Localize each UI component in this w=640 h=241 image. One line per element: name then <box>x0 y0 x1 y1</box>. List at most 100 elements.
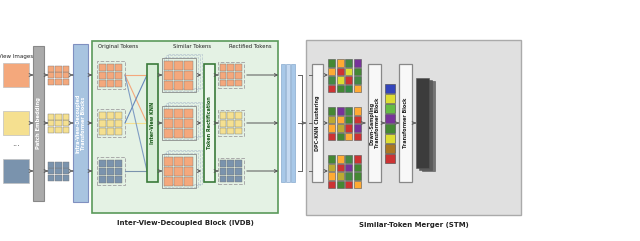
Bar <box>345 181 353 188</box>
Bar <box>353 164 361 171</box>
Bar <box>419 80 432 169</box>
Bar <box>184 81 193 90</box>
Bar <box>55 73 62 78</box>
Bar <box>174 109 183 118</box>
Bar <box>164 105 198 139</box>
Text: ···: ··· <box>12 142 20 152</box>
Bar <box>55 162 62 168</box>
Bar <box>345 115 353 123</box>
Bar <box>328 115 335 123</box>
Bar <box>107 168 114 175</box>
Bar <box>164 177 173 186</box>
Bar <box>97 157 125 185</box>
Bar <box>48 162 54 168</box>
Bar <box>312 64 323 182</box>
Bar <box>164 119 173 128</box>
Bar <box>115 176 122 183</box>
Bar <box>99 72 106 79</box>
Bar <box>227 113 234 119</box>
Bar <box>3 111 29 135</box>
Bar <box>107 72 114 79</box>
Bar <box>168 101 202 135</box>
Text: Similar-Token Merger (STM): Similar-Token Merger (STM) <box>358 221 468 228</box>
Bar <box>368 64 381 182</box>
Bar <box>184 157 193 166</box>
Bar <box>353 172 361 180</box>
Bar <box>235 80 241 87</box>
Bar <box>227 161 234 167</box>
Bar <box>345 85 353 92</box>
Bar <box>218 158 244 184</box>
Bar <box>235 176 241 182</box>
Bar <box>328 85 335 92</box>
Bar <box>55 168 62 174</box>
Bar <box>235 161 241 167</box>
Bar <box>55 120 62 126</box>
Bar <box>147 64 158 182</box>
Bar <box>115 80 122 87</box>
Bar <box>337 164 344 171</box>
Bar <box>227 65 234 71</box>
Bar <box>220 72 227 79</box>
Bar <box>385 114 395 123</box>
Bar <box>63 175 69 181</box>
Bar <box>48 120 54 126</box>
Bar <box>353 107 361 114</box>
Bar <box>92 41 278 213</box>
Bar <box>385 134 395 143</box>
Bar <box>107 120 114 127</box>
Bar <box>166 55 200 89</box>
Bar <box>385 124 395 133</box>
Bar <box>55 79 62 85</box>
Bar <box>227 72 234 79</box>
Bar <box>55 127 62 133</box>
Bar <box>63 114 69 120</box>
Bar <box>328 76 335 83</box>
Bar <box>115 112 122 119</box>
Bar <box>353 115 361 123</box>
Bar <box>48 66 54 72</box>
Bar <box>235 113 241 119</box>
Bar <box>385 144 395 153</box>
Bar <box>337 85 344 92</box>
Bar <box>63 162 69 168</box>
Bar <box>115 160 122 167</box>
Bar <box>97 61 125 89</box>
Bar <box>235 65 241 71</box>
Bar <box>385 84 395 93</box>
Bar <box>337 181 344 188</box>
Bar <box>235 72 241 79</box>
Bar <box>227 176 234 182</box>
Bar <box>337 67 344 75</box>
Bar <box>328 67 335 75</box>
Bar <box>99 64 106 71</box>
Bar <box>345 164 353 171</box>
Bar <box>63 127 69 133</box>
Bar <box>235 120 241 127</box>
Bar <box>328 107 335 114</box>
Text: Original Tokens: Original Tokens <box>98 44 138 49</box>
Bar <box>48 73 54 78</box>
Bar <box>99 176 106 183</box>
Bar <box>164 81 173 90</box>
Bar <box>281 64 285 182</box>
Bar <box>345 67 353 75</box>
Bar <box>218 62 244 88</box>
Text: Token Rectification: Token Rectification <box>207 97 212 149</box>
Bar <box>164 61 173 70</box>
Bar <box>48 114 54 120</box>
Bar <box>3 159 29 183</box>
Bar <box>63 66 69 72</box>
Bar <box>328 181 335 188</box>
Bar <box>227 80 234 87</box>
Bar <box>162 154 196 188</box>
Bar <box>174 61 183 70</box>
Bar <box>73 44 88 202</box>
Bar <box>107 160 114 167</box>
Bar <box>345 155 353 162</box>
Bar <box>184 177 193 186</box>
Bar <box>107 112 114 119</box>
Bar <box>399 64 412 182</box>
Bar <box>385 104 395 113</box>
Bar <box>286 64 290 182</box>
